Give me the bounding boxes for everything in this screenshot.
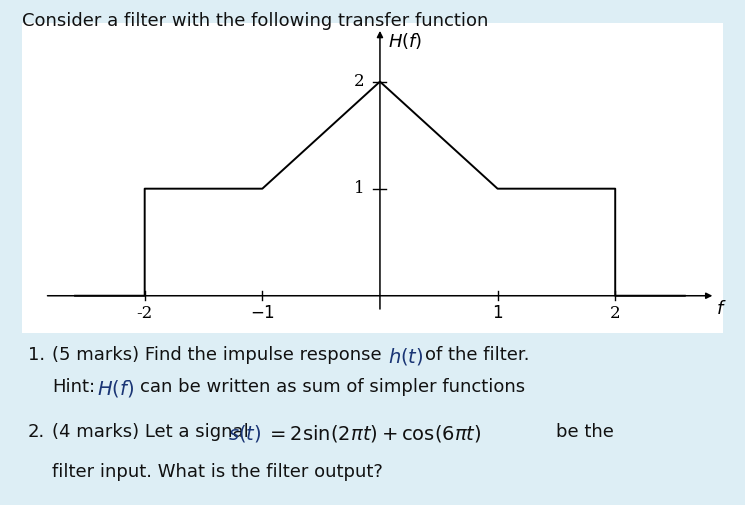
Text: $s(t)$: $s(t)$ xyxy=(228,423,261,444)
Text: of the filter.: of the filter. xyxy=(425,345,530,364)
Text: $f$: $f$ xyxy=(717,300,727,318)
Text: Hint:: Hint: xyxy=(52,378,95,395)
Text: $-1$: $-1$ xyxy=(250,306,275,322)
Text: 2: 2 xyxy=(354,73,364,90)
Text: $= 2\sin(2\pi t) + \cos(6\pi t)$: $= 2\sin(2\pi t) + \cos(6\pi t)$ xyxy=(266,423,481,444)
Text: (4 marks) Let a signal: (4 marks) Let a signal xyxy=(52,423,249,441)
Text: $H(f)$: $H(f)$ xyxy=(97,378,134,398)
Text: $1$: $1$ xyxy=(492,306,503,322)
Text: be the: be the xyxy=(556,423,614,441)
Text: 2.: 2. xyxy=(28,423,45,441)
Text: Consider a filter with the following transfer function: Consider a filter with the following tra… xyxy=(22,12,489,30)
Text: 1: 1 xyxy=(354,180,364,197)
Text: can be written as sum of simpler functions: can be written as sum of simpler functio… xyxy=(140,378,525,395)
Text: -2: -2 xyxy=(136,306,153,322)
Text: $H(f)$: $H(f)$ xyxy=(388,31,422,52)
Text: $h(t)$: $h(t)$ xyxy=(388,345,424,367)
Text: (5 marks) Find the impulse response: (5 marks) Find the impulse response xyxy=(52,345,381,364)
Text: 2: 2 xyxy=(610,306,621,322)
Text: 1.: 1. xyxy=(28,345,45,364)
Text: filter input. What is the filter output?: filter input. What is the filter output? xyxy=(52,463,383,481)
